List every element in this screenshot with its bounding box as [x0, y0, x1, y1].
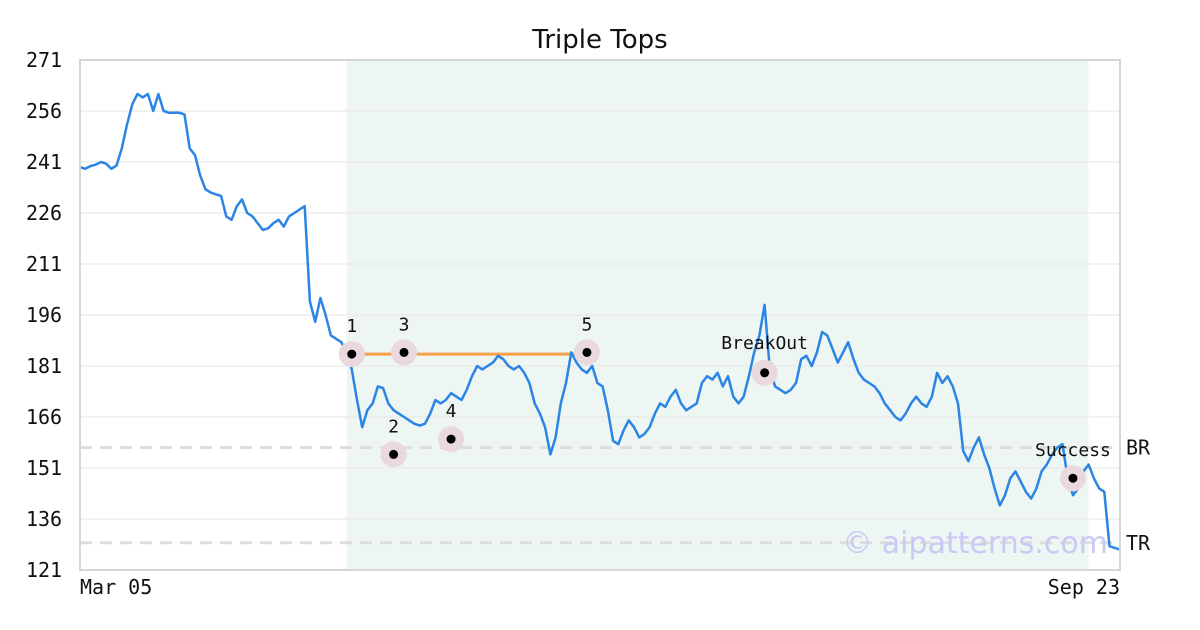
y-tick-label: 121 — [26, 558, 62, 582]
y-tick-label: 151 — [26, 456, 62, 480]
point-marker — [582, 347, 592, 357]
y-tick-label: 136 — [26, 507, 62, 531]
y-axis-ticks: 121 136 151 166 181 196 211 226 241 256 271 — [26, 48, 62, 582]
point-label: 4 — [446, 401, 457, 422]
point-label: 5 — [582, 314, 593, 335]
point-marker — [446, 434, 456, 444]
point-marker — [389, 449, 399, 459]
x-axis-ticks: Mar 05 Sep 23 — [80, 575, 1120, 599]
y-tick-label: 226 — [26, 201, 62, 225]
plot-border — [79, 59, 1121, 571]
reference-line-label: BR — [1126, 436, 1151, 460]
reference-lines: BR TR — [80, 436, 1151, 555]
pattern-points: 1 2 3 4 5 BreakOut Success — [338, 314, 1111, 492]
point-label: 1 — [346, 316, 357, 337]
reference-line-label: TR — [1126, 531, 1151, 555]
x-tick-label: Sep 23 — [1048, 575, 1120, 599]
y-tick-label: 196 — [26, 303, 62, 327]
y-tick-label: 166 — [26, 405, 62, 429]
price-series — [79, 92, 1121, 551]
price-line — [79, 92, 1121, 551]
x-tick-label: Mar 05 — [80, 575, 152, 599]
y-tick-label: 211 — [26, 252, 62, 276]
watermark-text: © aipatterns.com — [842, 526, 1108, 561]
point-label: Success — [1035, 440, 1111, 461]
chart-title: Triple Tops — [531, 25, 667, 55]
point-marker — [1068, 473, 1078, 483]
point-marker — [760, 368, 770, 378]
y-tick-label: 181 — [26, 354, 62, 378]
point-label: 2 — [388, 416, 399, 437]
point-label: BreakOut — [721, 333, 808, 354]
point-marker — [347, 349, 357, 359]
y-tick-label: 256 — [26, 99, 62, 123]
point-label: 3 — [399, 314, 410, 335]
plot-frame — [79, 59, 1121, 571]
y-tick-label: 241 — [26, 150, 62, 174]
y-tick-label: 271 — [26, 48, 62, 72]
point-marker — [399, 347, 409, 357]
